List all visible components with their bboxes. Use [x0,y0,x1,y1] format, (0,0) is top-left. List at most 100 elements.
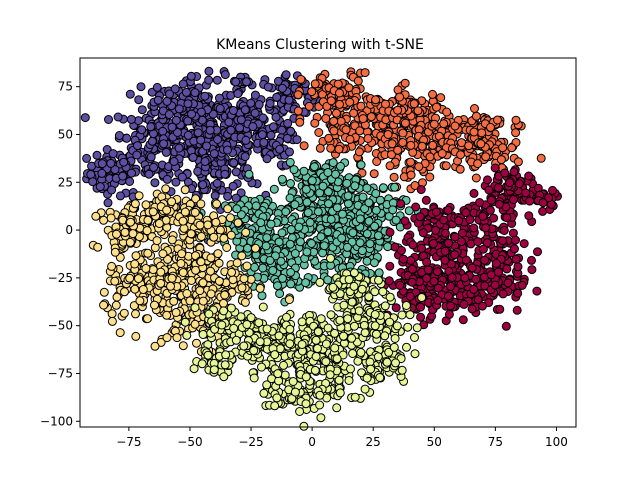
data-point-cluster-3 [510,244,519,254]
data-point-cluster-5 [330,343,340,353]
data-point-cluster-0 [204,75,214,85]
data-point-cluster-0 [171,177,181,187]
data-point-cluster-4 [167,273,177,283]
data-point-cluster-5 [321,339,331,349]
data-point-cluster-3 [533,247,542,257]
data-point-cluster-5 [204,309,214,319]
data-point-cluster-3 [398,254,408,264]
data-point-cluster-4 [110,247,120,257]
data-point-cluster-5 [402,342,411,352]
data-point-cluster-4 [240,297,250,307]
data-point-cluster-0 [223,145,232,155]
data-point-cluster-0 [209,149,219,159]
data-point-cluster-0 [258,113,268,123]
data-point-cluster-3 [391,303,401,313]
data-point-cluster-0 [134,95,144,105]
data-point-cluster-0 [106,158,116,168]
data-point-cluster-3 [385,227,395,237]
data-point-cluster-5 [301,399,311,409]
data-point-cluster-0 [208,109,218,119]
x-tick-label: 100 [545,435,568,449]
x-tick-label: 75 [488,435,503,449]
data-point-cluster-0 [193,128,203,138]
data-point-cluster-5 [279,360,288,370]
data-point-cluster-0 [169,157,179,166]
data-point-cluster-0 [80,113,90,123]
data-point-cluster-2 [261,241,271,251]
data-point-cluster-4 [138,285,148,294]
data-point-cluster-5 [285,339,295,349]
data-point-cluster-1 [293,90,303,100]
data-point-cluster-5 [209,365,219,375]
data-point-cluster-5 [362,373,372,383]
data-point-cluster-5 [378,287,388,297]
data-point-cluster-0 [254,100,264,109]
data-point-cluster-4 [251,243,260,253]
data-point-cluster-2 [289,165,299,175]
data-point-cluster-3 [475,198,485,207]
data-point-cluster-0 [132,150,142,160]
data-point-cluster-2 [318,248,328,258]
data-point-cluster-5 [254,318,264,328]
data-point-cluster-3 [509,167,519,177]
data-point-cluster-1 [477,128,487,138]
data-point-cluster-4 [178,341,188,351]
data-point-cluster-5 [332,354,342,364]
data-point-cluster-0 [174,104,184,114]
data-point-cluster-5 [239,341,249,351]
data-point-cluster-2 [262,233,272,243]
data-point-cluster-5 [339,300,349,310]
data-point-cluster-5 [297,317,307,327]
data-point-cluster-0 [223,191,233,201]
data-point-cluster-0 [285,147,294,157]
data-point-cluster-2 [266,219,276,229]
y-tick-label: 25 [58,175,73,189]
data-point-cluster-4 [239,274,249,284]
data-point-cluster-1 [428,140,438,150]
data-point-cluster-0 [88,177,98,187]
data-point-cluster-3 [397,246,406,255]
data-point-cluster-1 [324,133,334,143]
data-point-cluster-0 [188,152,198,162]
x-tick-label: 50 [427,435,442,449]
data-point-cluster-3 [422,257,432,267]
data-point-cluster-5 [221,350,231,360]
data-point-cluster-1 [383,130,393,139]
data-point-cluster-2 [343,191,353,201]
data-point-cluster-2 [286,267,296,277]
data-point-cluster-4 [227,267,237,277]
data-point-cluster-5 [229,323,239,333]
data-point-cluster-0 [171,115,181,125]
data-point-cluster-4 [225,213,235,223]
data-point-cluster-3 [428,239,438,248]
data-point-cluster-1 [450,121,460,131]
data-point-cluster-3 [484,185,494,195]
data-point-cluster-0 [103,198,113,208]
data-point-cluster-4 [120,227,130,237]
data-point-cluster-4 [186,229,196,239]
data-point-cluster-5 [417,293,427,302]
data-point-cluster-0 [183,130,193,140]
data-point-cluster-0 [181,87,191,97]
data-point-cluster-1 [296,74,306,84]
data-point-cluster-0 [173,128,182,137]
data-point-cluster-1 [486,122,495,132]
data-point-cluster-4 [142,226,152,236]
data-point-cluster-5 [348,349,358,358]
data-point-cluster-2 [338,209,347,219]
data-point-cluster-1 [345,134,355,144]
data-point-cluster-1 [331,108,341,118]
data-point-cluster-4 [192,338,201,348]
data-point-cluster-0 [144,169,154,179]
data-point-cluster-5 [370,321,380,331]
data-point-cluster-2 [307,176,317,186]
data-point-cluster-4 [206,266,215,276]
data-point-cluster-5 [301,372,311,382]
data-point-cluster-0 [240,105,250,115]
data-point-cluster-4 [167,197,177,207]
data-point-cluster-3 [440,255,450,265]
chart-title: KMeans Clustering with t-SNE [216,37,424,53]
data-point-cluster-2 [324,199,333,209]
data-point-cluster-2 [313,207,323,217]
data-point-cluster-5 [311,352,321,361]
